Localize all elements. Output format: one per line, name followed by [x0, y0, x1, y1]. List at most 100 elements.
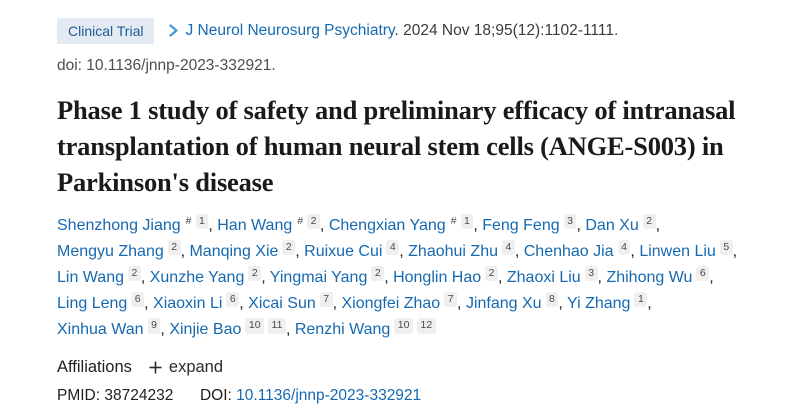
author: Zhaoxi Liu 3	[506, 266, 598, 287]
author-link[interactable]: Xinjie Bao	[169, 321, 242, 339]
doi-label: DOI:	[199, 387, 232, 405]
equal-contribution-marker[interactable]: #	[185, 215, 192, 228]
affiliation-number[interactable]: 2	[371, 266, 385, 282]
affiliation-number[interactable]: 2	[167, 240, 181, 256]
affiliation-number[interactable]: 10	[245, 318, 265, 334]
author: Ling Leng 6	[57, 292, 145, 313]
author-link[interactable]: Linwen Liu	[639, 243, 716, 261]
affiliation-number[interactable]: 2	[642, 214, 656, 230]
author: Yingmai Yang 2	[269, 266, 385, 287]
author-separator: ,	[295, 243, 305, 261]
author-separator: ,	[261, 269, 270, 287]
author-link[interactable]: Han Wang	[217, 217, 293, 235]
author-link[interactable]: Manqing Xie	[189, 243, 279, 261]
affiliation-number[interactable]: 4	[617, 240, 631, 256]
affiliation-number[interactable]: 1	[634, 292, 648, 308]
author: Zhihong Wu 6	[606, 266, 710, 287]
author-link[interactable]: Xicai Sun	[248, 295, 316, 313]
author-separator: ,	[630, 243, 640, 261]
author-separator: ,	[497, 269, 507, 287]
affiliation-number[interactable]: 3	[563, 214, 577, 230]
affiliation-number[interactable]: 2	[307, 214, 320, 230]
affiliation-number[interactable]: 2	[485, 266, 498, 282]
author-separator: ,	[332, 295, 342, 313]
publication-type-badge: Clinical Trial	[57, 18, 155, 44]
affiliation-number[interactable]: 6	[696, 266, 710, 282]
chevron-right-icon	[168, 24, 179, 37]
affiliation-number[interactable]: 8	[545, 292, 559, 308]
author-link[interactable]: Dan Xu	[585, 217, 639, 235]
affiliation-number[interactable]: 4	[386, 240, 400, 256]
affiliation-number[interactable]: 7	[319, 292, 333, 308]
author: Mengyu Zhang 2	[57, 240, 181, 261]
affiliation-number[interactable]: 2	[128, 266, 141, 282]
author: Xinhua Wan 9	[57, 318, 161, 339]
author-separator: ,	[208, 217, 218, 235]
journal-link[interactable]: J Neurol Neurosurg Psychiatry	[185, 22, 395, 39]
journal-citation: J Neurol Neurosurg Psychiatry. 2024 Nov …	[168, 22, 618, 40]
affiliation-number[interactable]: 2	[248, 266, 262, 282]
author-separator: ,	[647, 295, 652, 313]
pmid-value: 38724232	[104, 387, 174, 405]
affiliation-number[interactable]: 4	[502, 240, 515, 256]
affiliation-number[interactable]: 9	[147, 318, 161, 334]
author-link[interactable]: Xunzhe Yang	[149, 269, 245, 287]
author-link[interactable]: Feng Feng	[482, 217, 560, 235]
author: Jinfang Xu 8	[465, 292, 559, 313]
author-link[interactable]: Xiaoxin Li	[153, 295, 223, 313]
author: Xinjie Bao 10 11	[169, 318, 286, 339]
citation-row: Clinical Trial J Neurol Neurosurg Psychi…	[57, 18, 738, 44]
author: Zhaohui Zhu 4	[408, 240, 515, 261]
author-separator: ,	[709, 269, 714, 287]
affiliation-number[interactable]: 6	[226, 292, 240, 308]
author-link[interactable]: Chengxian Yang	[328, 217, 446, 235]
affiliation-number[interactable]: 5	[719, 240, 733, 256]
author-link[interactable]: Yingmai Yang	[269, 269, 368, 287]
equal-contribution-marker[interactable]: #	[297, 215, 304, 228]
affiliation-number[interactable]: 3	[584, 266, 598, 282]
author-link[interactable]: Renzhi Wang	[294, 321, 391, 339]
author: Dan Xu 2	[585, 214, 656, 235]
author-link[interactable]: Zhihong Wu	[606, 269, 693, 287]
author: Chenhao Jia 4	[523, 240, 631, 261]
author-separator: ,	[160, 321, 170, 339]
affiliation-number[interactable]: 12	[416, 318, 436, 334]
author: Han Wang #2	[217, 214, 320, 235]
author-link[interactable]: Zhaohui Zhu	[408, 243, 498, 261]
affiliation-number[interactable]: 11	[268, 318, 286, 334]
author-separator: ,	[399, 243, 409, 261]
author-separator: ,	[473, 217, 483, 235]
expand-affiliations-button[interactable]: expand	[148, 358, 223, 377]
affiliation-number[interactable]: 6	[131, 292, 145, 308]
author-link[interactable]: Ling Leng	[57, 295, 128, 313]
author-link[interactable]: Honglin Hao	[393, 269, 482, 287]
author-link[interactable]: Yi Zhang	[567, 295, 631, 313]
affiliations-row: Affiliations expand	[57, 358, 738, 377]
doi-link[interactable]: 10.1136/jnnp-2023-332921	[236, 387, 422, 405]
author-link[interactable]: Xinhua Wan	[57, 321, 144, 339]
author-link[interactable]: Mengyu Zhang	[57, 243, 164, 261]
affiliation-number[interactable]: 1	[460, 214, 474, 230]
author: Ruixue Cui 4	[304, 240, 400, 261]
author: Linwen Liu 5	[639, 240, 733, 261]
author-separator: ,	[144, 295, 154, 313]
author-link[interactable]: Xiongfei Zhao	[341, 295, 441, 313]
affiliation-number[interactable]: 7	[444, 292, 458, 308]
author-link[interactable]: Chenhao Jia	[523, 243, 614, 261]
author-separator: ,	[384, 269, 394, 287]
author: Chengxian Yang #1	[328, 214, 474, 235]
author-link[interactable]: Shenzhong Jiang	[57, 217, 181, 235]
author: Renzhi Wang 10 12	[294, 318, 436, 339]
author-link[interactable]: Lin Wang	[57, 269, 124, 287]
equal-contribution-marker[interactable]: #	[450, 215, 457, 228]
author-separator: ,	[319, 217, 329, 235]
author-link[interactable]: Zhaoxi Liu	[506, 269, 581, 287]
affiliation-number[interactable]: 10	[394, 318, 413, 334]
plus-icon	[148, 360, 163, 375]
expand-label: expand	[168, 358, 224, 377]
author-link[interactable]: Jinfang Xu	[465, 295, 542, 313]
author-separator: ,	[285, 321, 295, 339]
affiliation-number[interactable]: 2	[282, 240, 296, 256]
author-link[interactable]: Ruixue Cui	[304, 243, 383, 261]
affiliation-number[interactable]: 1	[195, 214, 209, 230]
